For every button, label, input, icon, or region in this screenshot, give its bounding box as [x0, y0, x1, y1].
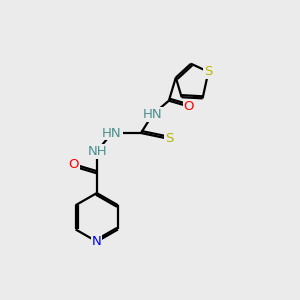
Text: HN: HN — [102, 127, 122, 140]
Text: O: O — [183, 100, 194, 113]
Text: S: S — [165, 132, 173, 145]
Text: NH: NH — [88, 145, 108, 158]
Text: N: N — [92, 235, 102, 248]
Text: S: S — [204, 65, 213, 78]
Text: O: O — [68, 158, 79, 171]
Text: HN: HN — [143, 108, 162, 121]
